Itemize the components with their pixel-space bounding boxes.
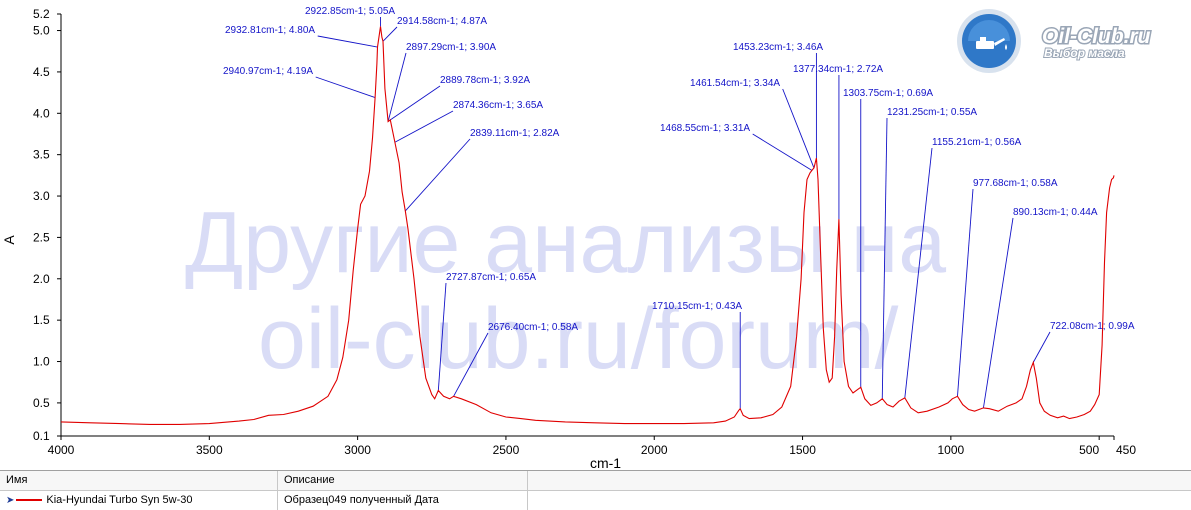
annotation-label: 1453.23cm-1; 3.46A — [733, 42, 823, 53]
x-tick-label: 3500 — [196, 443, 223, 457]
legend-series-name: Kia-Hyundai Turbo Syn 5w-30 — [46, 494, 193, 506]
series-line — [60, 26, 1115, 425]
y-tick-label: 4.0 — [33, 106, 50, 120]
x-tick-label: 1500 — [789, 443, 816, 457]
annotation-label: 2676.40cm-1; 0.58A — [488, 322, 578, 333]
selected-row-arrow-icon: ➤ — [6, 495, 15, 506]
annotation-leader — [387, 52, 407, 122]
x-tick-label: 2500 — [493, 443, 520, 457]
legend-series-description: Образец049 полученный Дата — [284, 494, 439, 506]
legend-header-extra[interactable] — [528, 471, 1191, 490]
y-tick-label: 1.0 — [33, 355, 50, 369]
annotation-label: 2889.78cm-1; 3.92A — [440, 75, 530, 86]
annotation-label: 2932.81cm-1; 4.80A — [225, 25, 315, 36]
x-tick-label: 1000 — [938, 443, 965, 457]
x-axis-title: cm-1 — [590, 455, 621, 470]
series-swatch — [16, 499, 43, 502]
annotation-label: 2727.87cm-1; 0.65A — [446, 272, 536, 283]
annotations — [315, 17, 1051, 409]
annotation-label: 890.13cm-1; 0.44A — [1013, 207, 1098, 218]
oil-can-icon — [976, 37, 1007, 50]
watermark: Другие анализы на oil-club.ru/forum/ — [185, 195, 946, 387]
legend-table: Имя Описание ➤ Kia-Hyundai Turbo Syn 5w-3… — [0, 470, 1191, 510]
legend-name-cell[interactable]: ➤ Kia-Hyundai Turbo Syn 5w-30 — [0, 491, 278, 510]
watermark-line-2: oil-club.ru/forum/ — [258, 291, 899, 387]
annotation-leader — [453, 332, 489, 397]
annotation-leader — [957, 188, 974, 397]
logo-shine — [968, 20, 1010, 41]
annotation-label: 1377.34cm-1; 2.72A — [793, 64, 883, 75]
y-tick-label: 2.0 — [33, 272, 50, 286]
legend-header-row: Имя Описание — [0, 471, 1191, 491]
y-axis-title: A — [1, 235, 17, 245]
annotation-leader — [904, 147, 933, 398]
x-tick-label: 3000 — [344, 443, 371, 457]
annotation-label: 1461.54cm-1; 3.34A — [690, 78, 780, 89]
annotation-leader — [315, 76, 376, 98]
y-tick-label: 0.5 — [33, 396, 50, 410]
annotation-leader — [390, 85, 441, 121]
axes: 4000 3500 3000 2500 2000 1500 1000 500 450 0.1 0.5… — [1, 7, 1136, 470]
logo-subtitle: Выбор масла — [1044, 46, 1125, 60]
annotation-leader — [317, 35, 378, 48]
y-tick-label: 4.5 — [33, 65, 50, 79]
annotation-label: 1710.15cm-1; 0.43A — [652, 301, 742, 312]
legend-header-name[interactable]: Имя — [0, 471, 278, 490]
annotation-label: 2914.58cm-1; 4.87A — [397, 16, 487, 27]
annotation-label: 2874.36cm-1; 3.65A — [453, 100, 543, 111]
annotation-label: 722.08cm-1; 0.99A — [1050, 321, 1135, 332]
annotation-leader — [881, 117, 888, 399]
y-tick-label: 0.1 — [33, 429, 50, 443]
spectrum-chart: Другие анализы на oil-club.ru/forum/ Oil… — [1, 6, 1152, 470]
annotation-leader — [752, 133, 813, 171]
legend-extra-cell — [528, 491, 1191, 510]
annotation-label: 2922.85cm-1; 5.05A — [305, 6, 395, 17]
watermark-line-1: Другие анализы на — [185, 195, 946, 291]
annotation-leader — [382, 26, 398, 42]
x-tick-label: 2000 — [641, 443, 668, 457]
annotation-label: 1303.75cm-1; 0.69A — [843, 88, 933, 99]
legend-row[interactable]: ➤ Kia-Hyundai Turbo Syn 5w-30 Образец049 … — [0, 491, 1191, 510]
y-tick-label: 5.2 — [33, 7, 50, 21]
y-tick-label: 5.0 — [33, 24, 50, 38]
legend-header-description[interactable]: Описание — [278, 471, 528, 490]
annotation-label: 2897.29cm-1; 3.90A — [406, 42, 496, 53]
y-tick-label: 2.5 — [33, 230, 50, 244]
annotation-label: 1155.21cm-1; 0.56A — [932, 137, 1022, 148]
y-tick-label: 3.0 — [33, 189, 50, 203]
y-tick-label: 3.5 — [33, 148, 50, 162]
x-tick-label: 500 — [1079, 443, 1099, 457]
annotation-leader — [1032, 331, 1051, 363]
annotation-leader — [782, 88, 815, 169]
annotation-label: 2940.97cm-1; 4.19A — [223, 66, 313, 77]
y-tick-label: 1.5 — [33, 313, 50, 327]
annotation-label: 1231.25cm-1; 0.55A — [887, 107, 977, 118]
annotation-label: 2839.11cm-1; 2.82A — [470, 128, 560, 139]
legend-description-cell[interactable]: Образец049 полученный Дата — [278, 491, 528, 510]
annotation-label: 977.68cm-1; 0.58A — [973, 178, 1058, 189]
x-tick-label: 450 — [1116, 443, 1136, 457]
oil-club-logo: Oil-Club.ru Выбор масла — [957, 9, 1152, 73]
annotation-leader — [437, 282, 447, 391]
annotation-leader — [394, 110, 454, 143]
annotation-leader — [983, 217, 1014, 408]
annotation-leader — [405, 138, 471, 212]
logo-title: Oil-Club.ru — [1042, 25, 1151, 48]
annotation-label: 1468.55cm-1; 3.31A — [660, 123, 750, 134]
x-tick-label: 4000 — [48, 443, 75, 457]
